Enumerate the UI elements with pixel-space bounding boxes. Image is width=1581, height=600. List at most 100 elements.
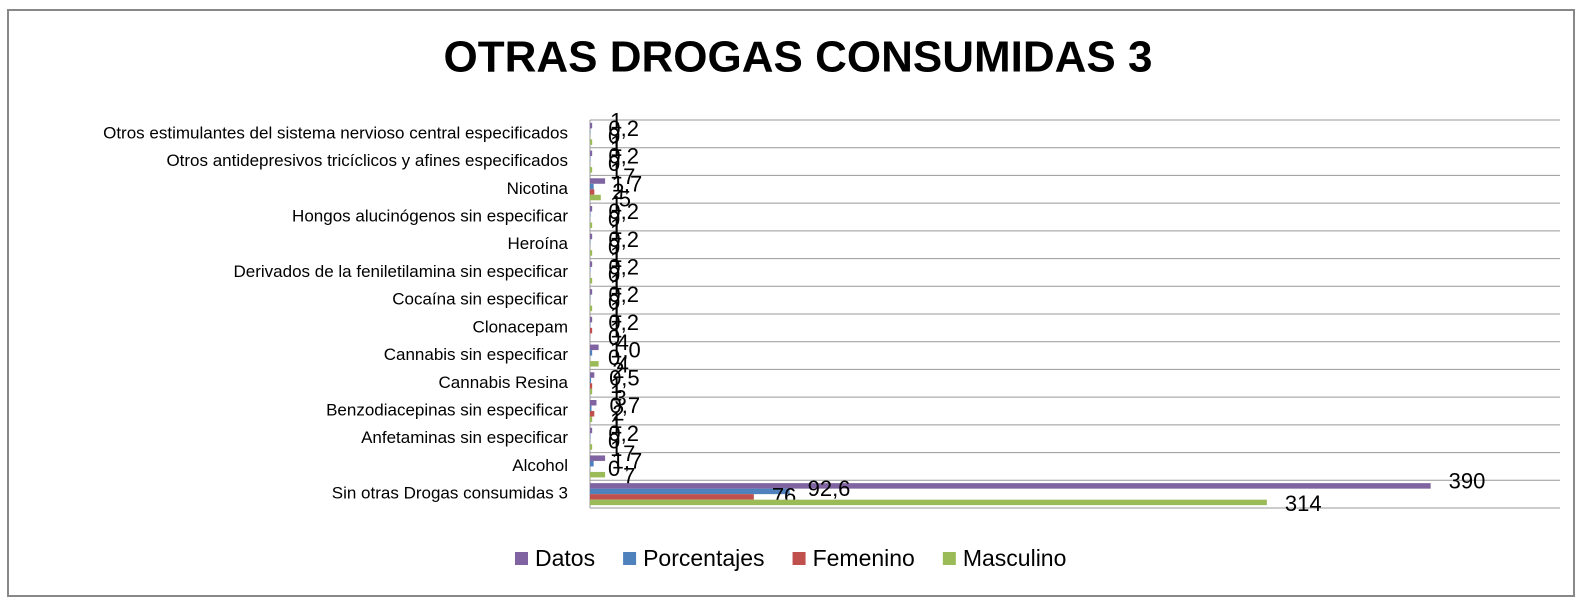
bar <box>590 194 601 201</box>
data-label: 0 <box>608 428 620 453</box>
data-label: 1 <box>610 408 622 433</box>
data-label: 1 <box>610 136 622 161</box>
data-label: 0 <box>608 262 620 287</box>
data-label: 0 <box>608 207 620 232</box>
bar <box>590 139 593 145</box>
bar <box>590 327 593 334</box>
legend-label: Femenino <box>813 545 915 571</box>
data-label: 0 <box>608 345 620 370</box>
chart-title: OTRAS DROGAS CONSUMIDAS 3 <box>444 33 1153 82</box>
data-label: 0,2 <box>608 254 639 279</box>
data-label: 1 <box>610 297 622 322</box>
data-label: 1 <box>610 317 622 342</box>
data-label: 1 <box>610 108 622 133</box>
data-label: 0,7 <box>610 393 641 418</box>
bar <box>590 122 593 129</box>
data-label: 0 <box>608 290 620 315</box>
bar <box>590 289 593 295</box>
data-label: 1 <box>610 159 622 184</box>
data-label: 1,7 <box>612 448 643 473</box>
y-tick-label: Nicotina <box>507 179 569 198</box>
data-label: 1 <box>610 275 622 300</box>
bar <box>590 411 595 417</box>
bar <box>590 444 593 450</box>
y-tick-label: Derivados de la feniletilamina sin espec… <box>234 262 569 281</box>
y-tick-label: Heroína <box>508 234 569 253</box>
data-label: 1 <box>610 219 622 244</box>
y-tick-label: Cannabis sin especificar <box>384 345 569 364</box>
bar <box>590 167 593 173</box>
data-label: 0 <box>608 234 620 259</box>
y-tick-label: Cocaína sin especificar <box>392 290 568 309</box>
y-tick-label: Anfetaminas sin especificar <box>361 428 568 447</box>
bar <box>590 455 606 461</box>
data-label: 390 <box>1449 469 1486 494</box>
bar <box>590 488 790 495</box>
chart-border <box>7 9 1575 597</box>
bar <box>590 377 592 384</box>
bar <box>590 189 595 195</box>
data-label: 1 <box>610 373 622 398</box>
bar <box>590 350 593 356</box>
legend-swatch <box>515 552 528 565</box>
y-tick-label: Alcohol <box>512 456 568 475</box>
data-label: 2 <box>612 401 624 426</box>
data-label: 4 <box>617 330 629 355</box>
data-label: 1,0 <box>610 338 641 363</box>
bar <box>590 405 592 411</box>
bar <box>590 427 593 434</box>
y-tick-label: Sin otras Drogas consumidas 3 <box>332 484 568 503</box>
y-tick-label: Benzodiacepinas sin especificar <box>326 400 568 419</box>
bar <box>590 178 606 184</box>
legend-swatch <box>942 552 956 565</box>
data-label: 7 <box>623 164 635 189</box>
data-label: 0 <box>608 151 620 176</box>
data-label: 314 <box>1285 491 1322 516</box>
data-label: 0,2 <box>608 116 639 141</box>
y-tick-label: Otros estimulantes del sistema nervioso … <box>103 123 568 142</box>
data-label: 1 <box>610 131 622 156</box>
bar <box>590 372 595 378</box>
bar <box>590 471 606 478</box>
data-label: 0,2 <box>608 421 639 446</box>
bar <box>590 261 593 267</box>
data-label: 1 <box>610 269 622 294</box>
data-label: 7 <box>623 441 635 466</box>
data-label: 1,7 <box>612 171 643 196</box>
data-label: 0,2 <box>608 144 639 169</box>
y-tick-label: Otros antidepresivos tricíclicos y afine… <box>166 151 568 170</box>
data-label: 1 <box>610 413 622 438</box>
legend-swatch <box>792 552 806 565</box>
y-tick-label: Cannabis Resina <box>439 373 569 392</box>
bar <box>590 383 593 389</box>
bar <box>590 233 593 240</box>
bar <box>590 388 593 395</box>
data-label: 2 <box>612 179 624 204</box>
data-label: 5 <box>619 186 631 211</box>
y-tick-label: Hongos alucinógenos sin especificar <box>292 206 568 225</box>
bar <box>590 483 1431 489</box>
data-label: 0,2 <box>608 199 639 224</box>
bar <box>590 361 599 367</box>
data-label: 7 <box>623 463 635 488</box>
bar <box>590 222 593 228</box>
bar <box>590 499 1267 506</box>
data-label: 1 <box>610 247 622 272</box>
bar <box>590 460 594 467</box>
data-label: 0,5 <box>609 365 640 390</box>
bar <box>590 206 593 212</box>
legend-label: Porcentajes <box>643 545 764 571</box>
bar <box>590 344 599 351</box>
data-label: 0,2 <box>608 227 639 252</box>
data-label: 2 <box>612 358 624 383</box>
legend-label: Masculino <box>963 545 1067 571</box>
data-label: 1 <box>610 302 622 327</box>
bar <box>590 183 594 190</box>
data-label: 0,2 <box>608 282 639 307</box>
data-label: 1 <box>610 380 622 405</box>
data-label: 0 <box>608 456 620 481</box>
data-label: 1 <box>610 192 622 217</box>
data-label: 4 <box>617 353 629 378</box>
data-label: 1 <box>610 436 622 461</box>
